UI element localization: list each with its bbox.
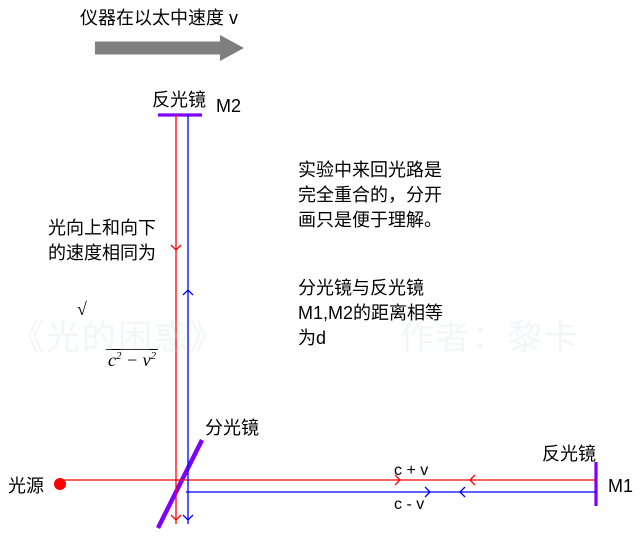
- velocity-caption: 仪器在以太中速度 v: [80, 6, 238, 31]
- c-plus-v-label: c + v: [394, 460, 428, 482]
- beam-splitter-label: 分光镜: [205, 416, 259, 441]
- mirror-label-right: 反光镜: [542, 442, 596, 467]
- watermark-right: 作者：黎卡: [400, 310, 580, 359]
- mirror-label-top: 反光镜: [152, 88, 206, 113]
- watermark-left: 《光的困惑》: [10, 310, 226, 359]
- m2-label: M2: [216, 94, 241, 119]
- m1-label: M1: [608, 474, 633, 499]
- light-source-label: 光源: [8, 474, 44, 499]
- c-minus-v-label: c - v: [394, 494, 424, 516]
- vertical-speed-note: 光向上和向下 的速度相同为: [48, 216, 156, 266]
- paragraph-1: 实验中来回光路是 完全重合的，分开 画只是便于理解。: [298, 158, 442, 234]
